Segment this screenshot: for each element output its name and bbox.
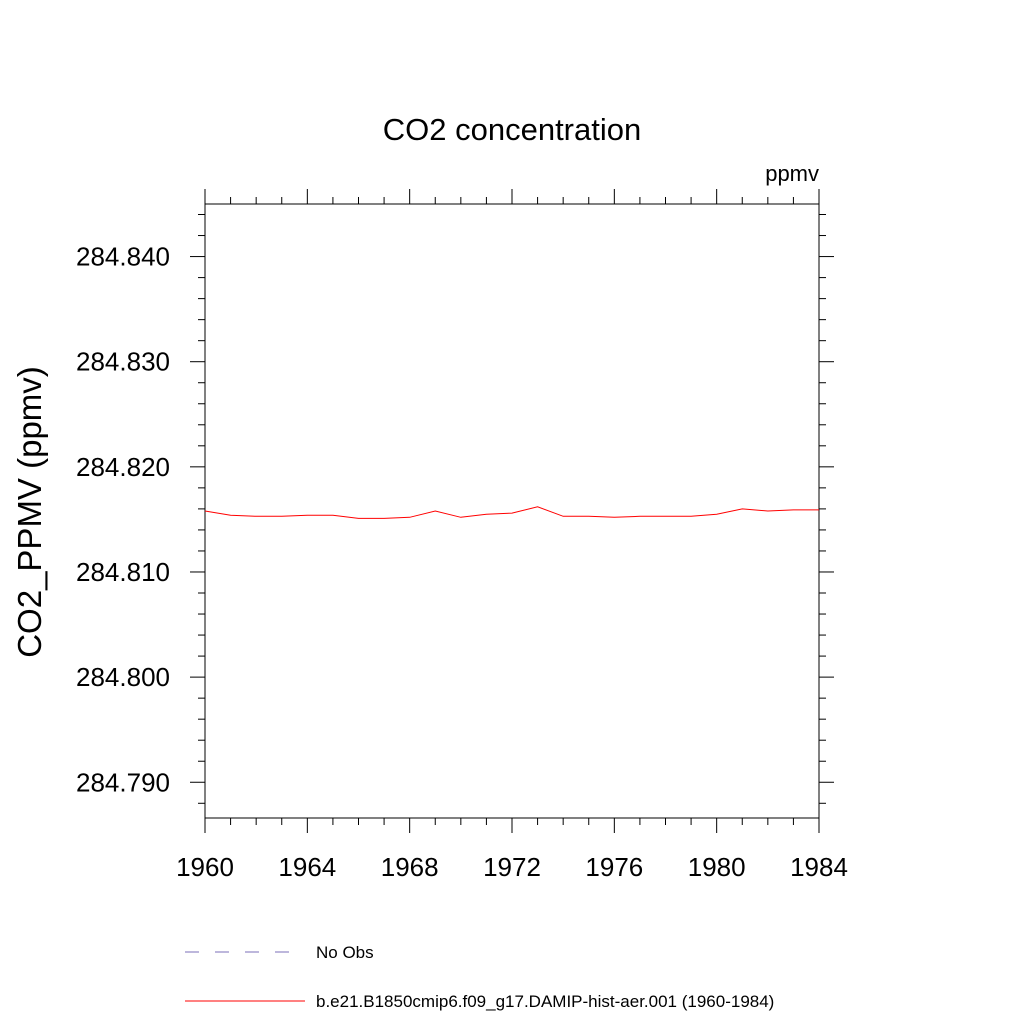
y-tick-label: 284.830 (76, 347, 170, 377)
y-tick-label: 284.790 (76, 767, 170, 797)
units-label: ppmv (765, 161, 819, 186)
plot-frame (204, 203, 820, 819)
x-tick-label: 1980 (688, 852, 746, 882)
y-tick-label: 284.840 (76, 242, 170, 272)
x-tick-label: 1960 (176, 852, 234, 882)
legend-label-1: b.e21.B1850cmip6.f09_g17.DAMIP-hist-aer.… (316, 992, 774, 1011)
x-tick-label: 1968 (381, 852, 439, 882)
axes: 1960 1964 1968 1972 1976 1980 1984 284.790 284.8… (76, 189, 848, 882)
x-tick-label: 1964 (278, 852, 336, 882)
legend-label-0: No Obs (316, 943, 374, 962)
chart-title: CO2 concentration (383, 112, 641, 147)
x-tick-label: 1984 (790, 852, 848, 882)
y-axis-label: CO2_PPMV (ppmv) (11, 366, 48, 658)
y-tick-label: 284.810 (76, 557, 170, 587)
legend: No Obs b.e21.B1850cmip6.f09_g17.DAMIP-his… (185, 943, 774, 1011)
y-tick-label: 284.820 (76, 452, 170, 482)
x-tick-label: 1972 (483, 852, 541, 882)
x-tick-label: 1976 (585, 852, 643, 882)
plot-series (204, 506, 819, 519)
y-tick-label: 284.800 (76, 662, 170, 692)
series-line-1 (204, 506, 819, 519)
